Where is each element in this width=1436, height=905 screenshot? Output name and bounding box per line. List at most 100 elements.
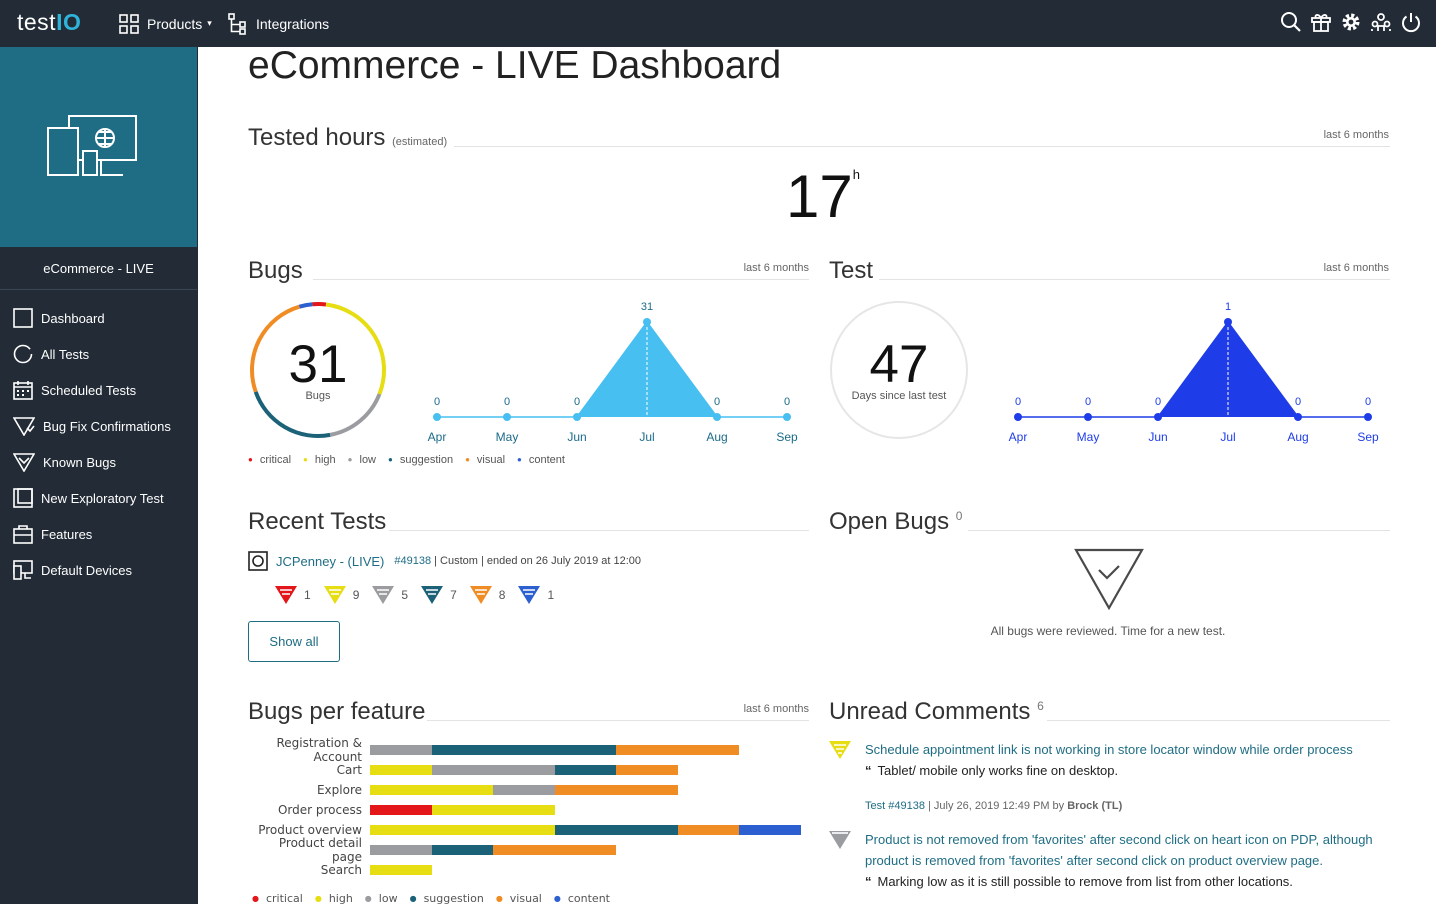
data-point[interactable] bbox=[1154, 413, 1162, 421]
search-icon[interactable] bbox=[1280, 11, 1302, 33]
bar-segment-high[interactable] bbox=[432, 805, 555, 815]
data-point[interactable] bbox=[573, 413, 581, 421]
bug-fix-icon bbox=[13, 416, 35, 436]
data-point[interactable] bbox=[1014, 413, 1022, 421]
comment-meta: Test #49138 | July 26, 2019 12:49 PM by … bbox=[865, 800, 1122, 812]
tested-hours-value: 17h bbox=[786, 162, 860, 231]
data-label: 1 bbox=[1225, 301, 1231, 313]
bar-segment-content[interactable] bbox=[739, 825, 801, 835]
show-all-button[interactable]: Show all bbox=[248, 621, 340, 662]
x-tick-label: Aug bbox=[1287, 430, 1308, 444]
bar-segment-suggestion[interactable] bbox=[555, 765, 617, 775]
feature-row: Explore bbox=[248, 780, 678, 800]
chevron-down-icon: ▾ bbox=[207, 18, 212, 29]
data-point[interactable] bbox=[713, 413, 721, 421]
comment-body: “Tablet/ mobile only works fine on deskt… bbox=[865, 763, 1118, 778]
bar-segment-visual[interactable] bbox=[555, 785, 678, 795]
bar-segment-visual[interactable] bbox=[493, 845, 616, 855]
data-point[interactable] bbox=[1294, 413, 1302, 421]
comment-body: “Marking low as it is still possible to … bbox=[865, 874, 1293, 889]
gift-icon[interactable] bbox=[1310, 11, 1332, 33]
bar-segment-high[interactable] bbox=[370, 865, 432, 875]
bar-segment-low[interactable] bbox=[370, 845, 432, 855]
feature-label: Explore bbox=[248, 783, 370, 797]
comment-title-link[interactable]: Product is not removed from 'favorites' … bbox=[865, 829, 1395, 871]
users-icon[interactable] bbox=[1370, 11, 1392, 33]
test-status-icon bbox=[248, 551, 268, 571]
sidebar-item-all-tests[interactable]: All Tests bbox=[0, 336, 198, 372]
bar-segment-critical[interactable] bbox=[370, 805, 432, 815]
products-label: Products bbox=[147, 16, 202, 32]
logo[interactable]: testIO bbox=[17, 9, 81, 36]
recent-test-name[interactable]: JCPenney - (LIVE) bbox=[276, 554, 384, 569]
bar-segment-visual[interactable] bbox=[616, 765, 678, 775]
data-point[interactable] bbox=[503, 413, 511, 421]
bar-segment-suggestion[interactable] bbox=[555, 825, 678, 835]
grid-icon bbox=[119, 14, 139, 34]
feature-label: Order process bbox=[248, 803, 370, 817]
bar-segment-low[interactable] bbox=[370, 745, 432, 755]
stacked-bar bbox=[370, 825, 801, 835]
open-bugs-title: Open Bugs 0 bbox=[829, 508, 962, 536]
legend-visual: visual bbox=[496, 892, 542, 905]
bar-segment-low[interactable] bbox=[493, 785, 555, 795]
sidebar-item-scheduled-tests[interactable]: Scheduled Tests bbox=[0, 372, 198, 408]
sidebar-item-new-exploratory-test[interactable]: New Exploratory Test bbox=[0, 480, 198, 516]
sidebar-item-label: Scheduled Tests bbox=[41, 383, 136, 398]
feature-row: Registration & Account bbox=[248, 740, 739, 760]
legend-suggestion: suggestion bbox=[410, 892, 484, 905]
bugs-title: Bugs bbox=[248, 257, 303, 285]
x-tick-label: Jun bbox=[567, 430, 586, 444]
quote-icon: “ bbox=[865, 874, 872, 889]
bar-segment-low[interactable] bbox=[432, 765, 555, 775]
bugs-per-feature-period: last 6 months bbox=[698, 703, 809, 715]
bar-segment-suggestion[interactable] bbox=[432, 845, 494, 855]
integrations-menu[interactable]: Integrations bbox=[228, 0, 329, 47]
sidebar-item-bug-fix-confirmations[interactable]: Bug Fix Confirmations bbox=[0, 408, 198, 444]
bugs-total-label: Bugs bbox=[248, 390, 388, 402]
bar-segment-high[interactable] bbox=[370, 765, 432, 775]
legend-high: high bbox=[303, 454, 336, 466]
severity-count: 7 bbox=[450, 588, 457, 602]
gear-icon[interactable] bbox=[1340, 11, 1362, 33]
data-point[interactable] bbox=[1224, 318, 1232, 326]
data-point[interactable] bbox=[1364, 413, 1372, 421]
severity-count: 1 bbox=[547, 588, 554, 602]
bar-segment-high[interactable] bbox=[370, 825, 555, 835]
bar-segment-visual[interactable] bbox=[678, 825, 740, 835]
sidebar-item-features[interactable]: Features bbox=[0, 516, 198, 552]
high-severity-icon bbox=[828, 740, 852, 760]
bar-segment-suggestion[interactable] bbox=[432, 745, 617, 755]
sidebar-item-default-devices[interactable]: Default Devices bbox=[0, 552, 198, 588]
data-label: 0 bbox=[1365, 396, 1371, 408]
known-bug-icon bbox=[13, 452, 35, 472]
recent-test-id[interactable]: #49138 bbox=[394, 555, 431, 567]
page-title: eCommerce - LIVE Dashboard bbox=[248, 44, 781, 88]
bar-segment-visual[interactable] bbox=[616, 745, 739, 755]
data-point[interactable] bbox=[643, 318, 651, 326]
calendar-icon bbox=[13, 380, 33, 400]
data-point[interactable] bbox=[433, 413, 441, 421]
bar-segment-high[interactable] bbox=[370, 785, 493, 795]
data-label: 31 bbox=[641, 301, 653, 313]
sidebar-item-known-bugs[interactable]: Known Bugs bbox=[0, 444, 198, 480]
stacked-bar bbox=[370, 805, 555, 815]
power-icon[interactable] bbox=[1400, 11, 1422, 33]
comment-title-link[interactable]: Schedule appointment link is not working… bbox=[865, 739, 1395, 760]
sidebar-item-dashboard[interactable]: Dashboard bbox=[0, 300, 198, 336]
legend-visual: visual bbox=[465, 454, 505, 466]
data-point[interactable] bbox=[783, 413, 791, 421]
data-label: 0 bbox=[504, 396, 510, 408]
legend-content: content bbox=[517, 454, 565, 466]
comment-test-link[interactable]: Test #49138 bbox=[865, 800, 925, 812]
days-since-value: 47 bbox=[830, 337, 968, 393]
data-point[interactable] bbox=[1084, 413, 1092, 421]
x-tick-label: Aug bbox=[706, 430, 727, 444]
products-menu[interactable]: Products ▾ bbox=[119, 0, 212, 47]
new-test-icon bbox=[13, 488, 33, 508]
recent-test-row[interactable]: JCPenney - (LIVE) #49138 | Custom | ende… bbox=[248, 551, 641, 571]
project-name[interactable]: eCommerce - LIVE bbox=[0, 247, 197, 290]
low-severity-icon bbox=[371, 585, 395, 605]
